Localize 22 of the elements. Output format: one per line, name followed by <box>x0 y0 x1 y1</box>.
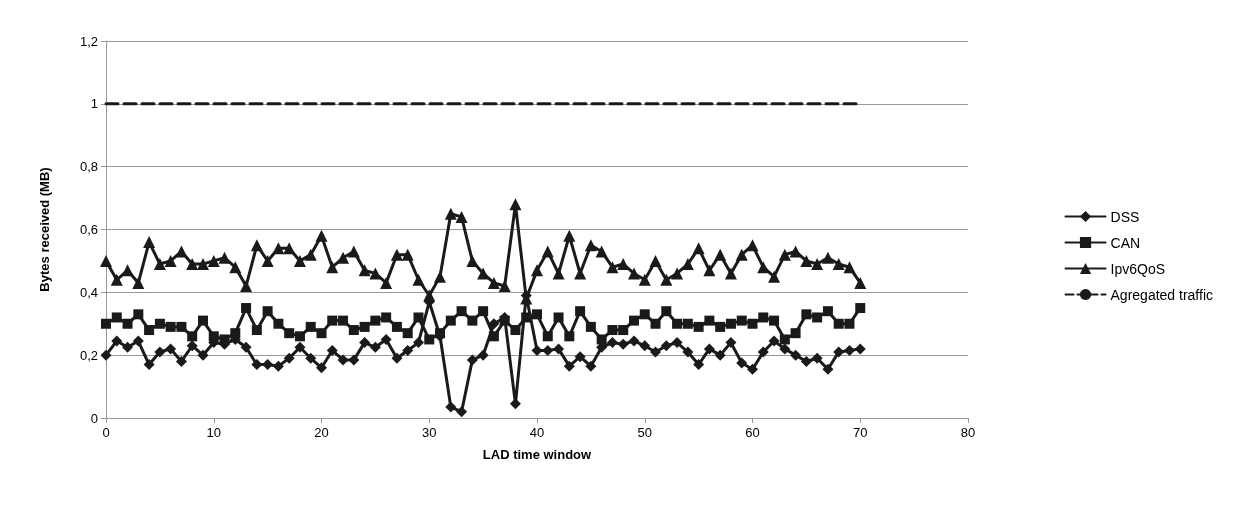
y-tick-label: 1 <box>90 96 98 112</box>
x-tick-label: 50 <box>637 425 652 440</box>
y-tick-label: 0,4 <box>79 284 98 300</box>
legend-label: Ipv6QoS <box>1110 260 1166 277</box>
x-tick-label: 60 <box>745 425 760 440</box>
y-tick-label: 0,2 <box>79 347 98 363</box>
y-tick-label: 0 <box>90 410 98 426</box>
legend-label: CAN <box>1110 234 1141 251</box>
x-axis-title: LAD time window <box>482 447 593 462</box>
x-tick-label: 30 <box>422 425 437 440</box>
legend-label: Agregated traffic <box>1110 286 1214 303</box>
x-tick-label: 70 <box>853 425 868 440</box>
legend-label: DSS <box>1110 208 1140 225</box>
y-tick-label: 0,6 <box>79 222 98 237</box>
x-tick-label: 40 <box>529 425 545 440</box>
y-axis-title: Bytes received (MB) <box>37 167 52 292</box>
x-tick-label: 20 <box>314 425 329 440</box>
y-tick-label: 0,8 <box>79 159 98 175</box>
x-tick-label: 0 <box>102 425 110 440</box>
y-tick-label: 1,2 <box>79 33 98 49</box>
x-tick-label: 10 <box>206 425 221 440</box>
x-tick-label: 80 <box>960 425 976 440</box>
